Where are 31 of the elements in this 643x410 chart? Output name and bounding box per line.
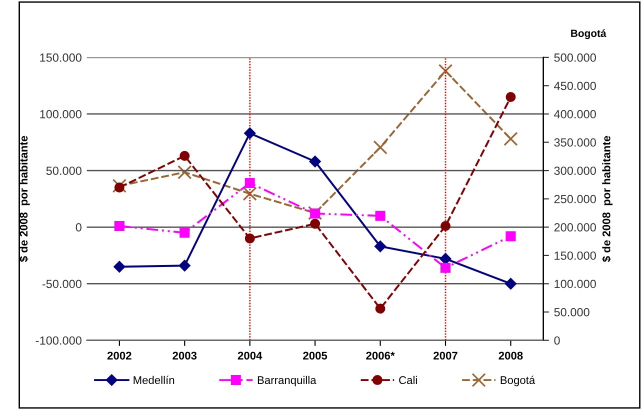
y2-tick-label: 300.000	[554, 166, 596, 175]
x-tick-label: 2005	[303, 352, 328, 360]
y2-tick-label: 150.000	[554, 251, 596, 260]
y2-tick-label: 50.000	[554, 308, 590, 316]
y-tick-label: 0	[76, 223, 82, 232]
x-tick-label: 2007	[434, 352, 458, 360]
y2-tick-label: 500.000	[554, 53, 596, 62]
y-tick-label: -50.000	[42, 280, 82, 288]
y2-tick-label: 100.000	[554, 280, 596, 288]
y2-tick-label: 450.000	[554, 82, 596, 90]
y2-tick-label: 250.000	[554, 194, 596, 204]
x-tick-label: 2003	[172, 352, 197, 360]
y-tick-label: 50.000	[46, 166, 82, 175]
x-tick-label: 2004	[238, 352, 262, 360]
y2-tick-label: 0	[554, 336, 560, 345]
x-tick-label: 2008	[498, 352, 523, 360]
x-tick-label: 2006*	[366, 352, 395, 360]
x-tick-label: 2002	[107, 352, 132, 360]
y2-tick-label: 400.000	[554, 110, 596, 118]
y2-tick-label: 350.000	[554, 138, 596, 147]
legend-label: Bogotá	[500, 376, 536, 386]
y-axis-title: $ de 2008 por habitante	[19, 136, 30, 262]
y2-axis-title: $ de 2008 por habitante	[602, 136, 613, 262]
legend-label: Medellín	[134, 376, 174, 384]
y-tick-label: -100.000	[36, 336, 82, 345]
legend-label: Cali	[399, 376, 417, 384]
y2-tick-label: 200.000	[554, 223, 596, 232]
legend-label: Barranquilla	[258, 376, 316, 386]
y-tick-label: 150.000	[40, 53, 82, 62]
text: Bogotá	[571, 29, 606, 40]
y-tick-label: 100.000	[40, 110, 82, 118]
